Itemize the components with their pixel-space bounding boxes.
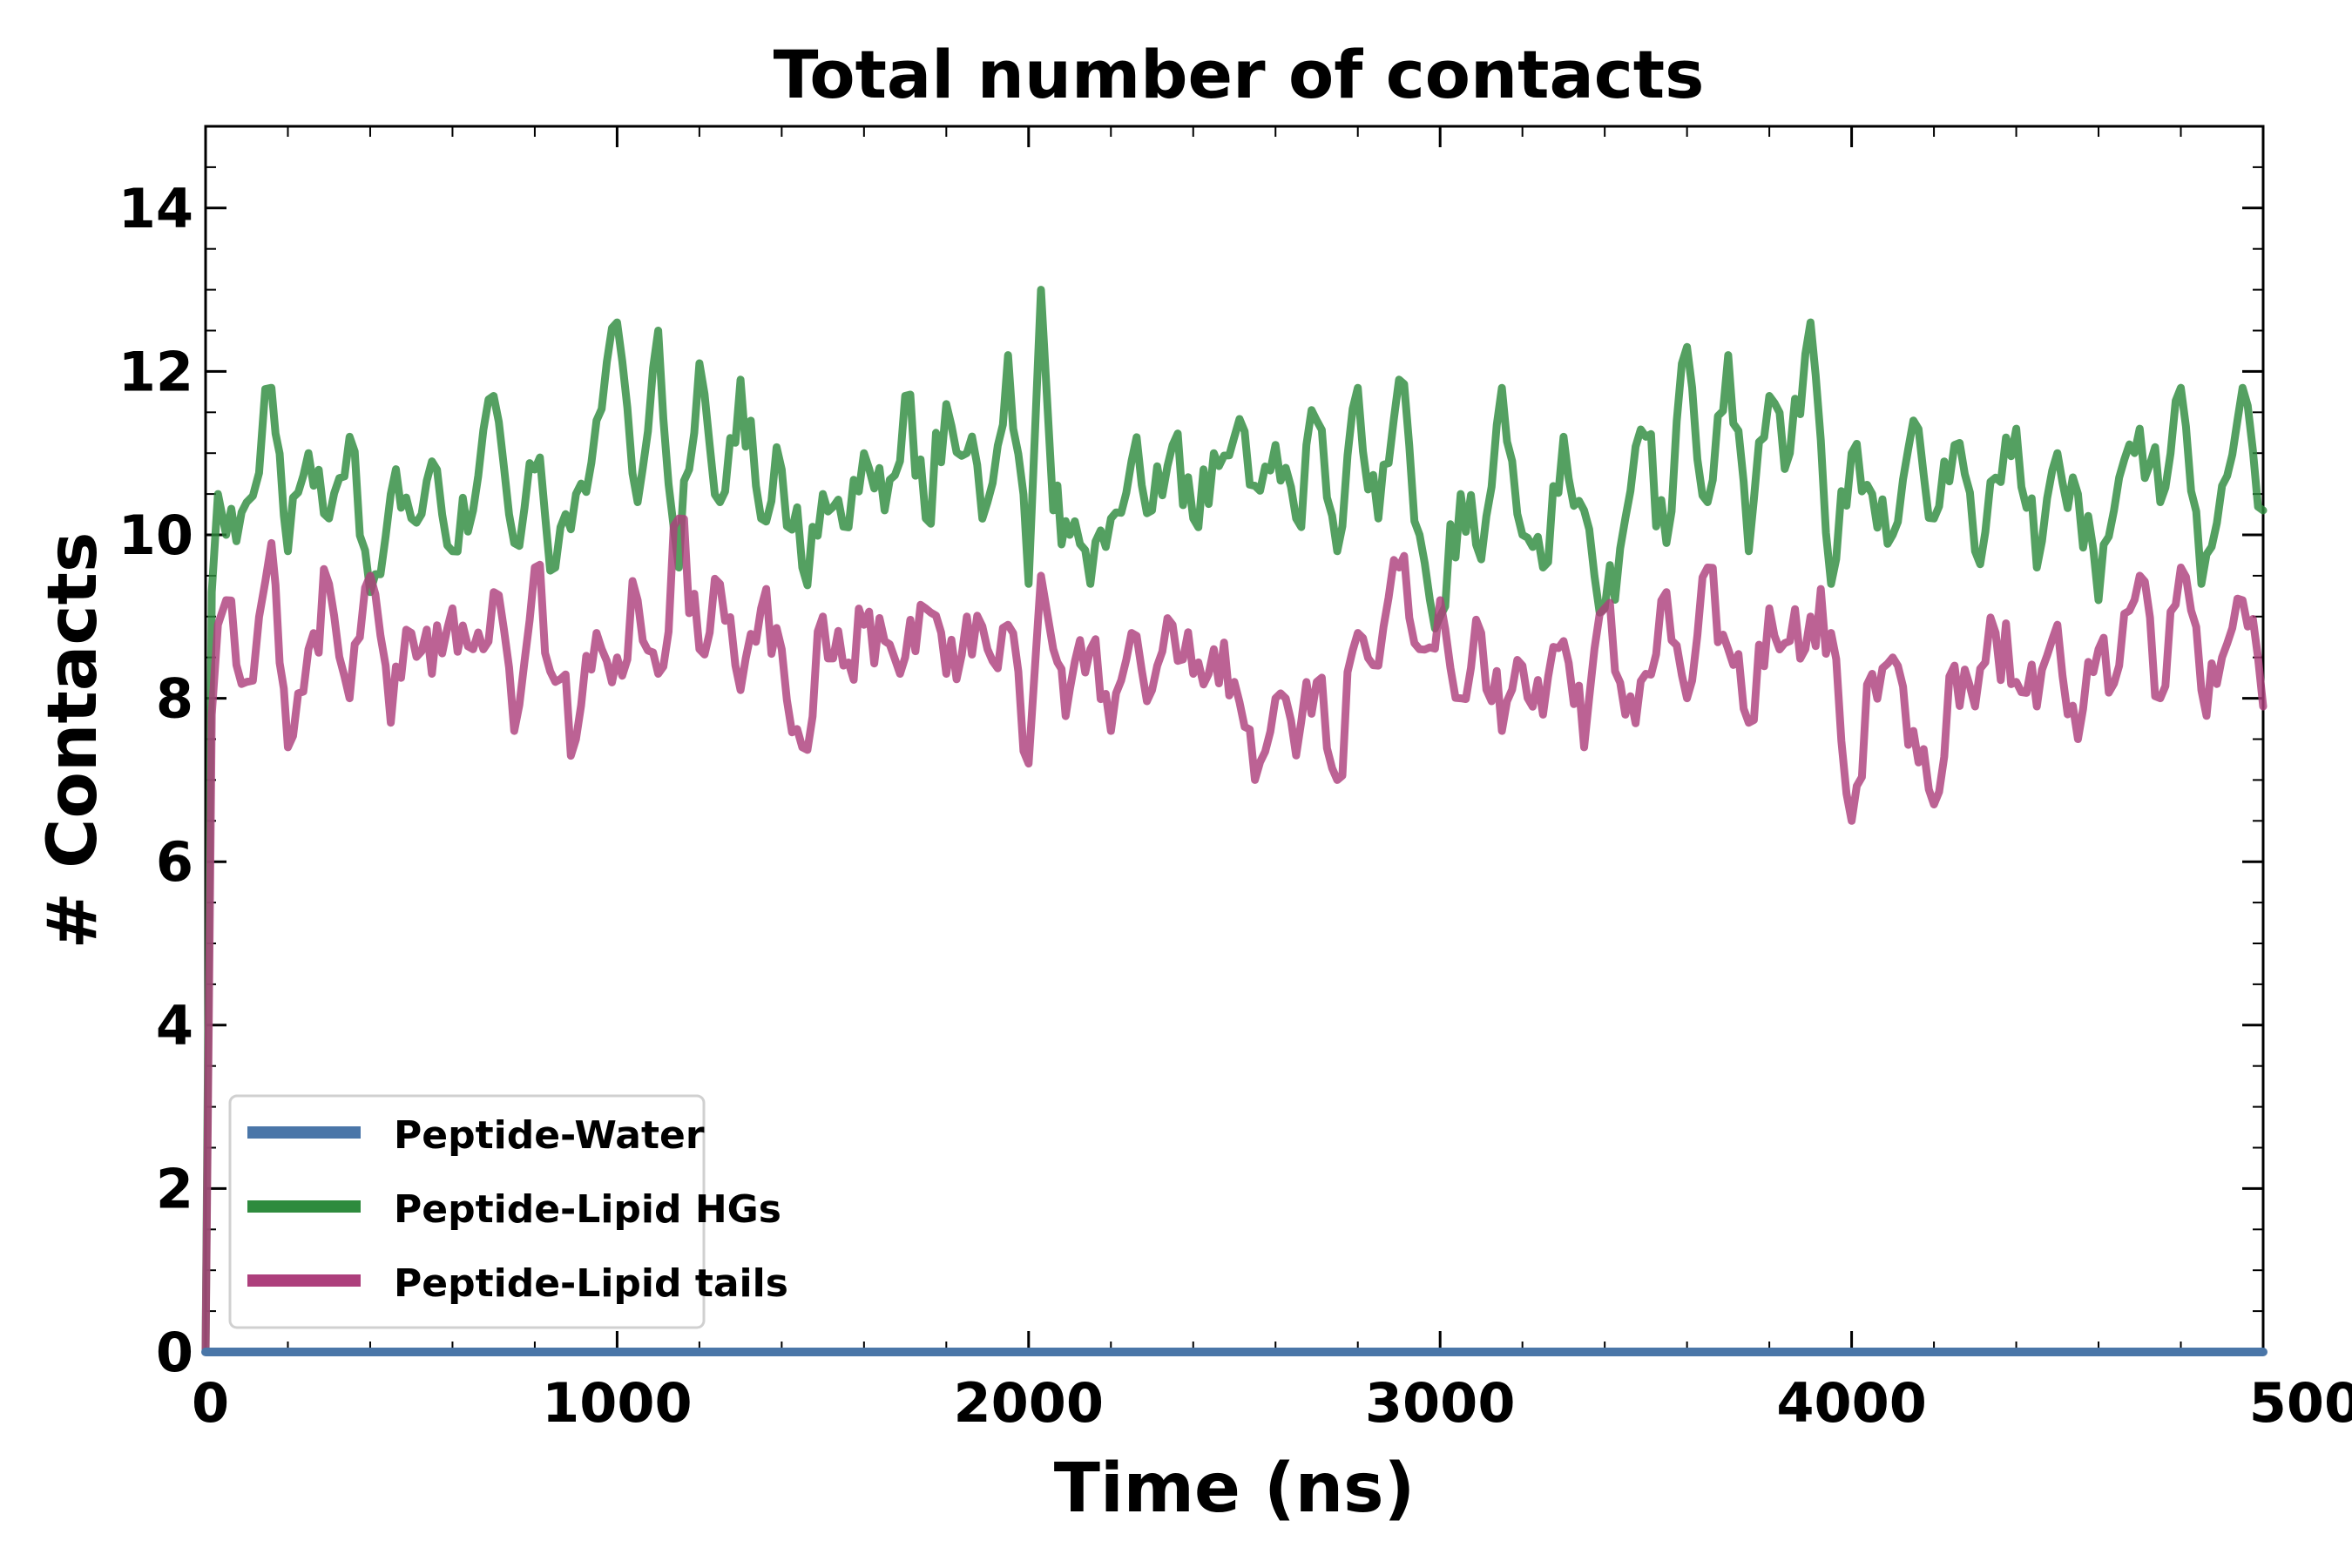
y-tick-label: 4 [156,994,193,1058]
y-tick-label: 10 [118,504,193,567]
legend-box [228,1094,706,1329]
legend-label-peptide-water: Peptide-Water [394,1113,705,1158]
x-tick-label: 4000 [1776,1371,1927,1435]
y-tick-label: 12 [118,340,193,403]
legend-label-peptide-lipid-hgs: Peptide-Lipid HGs [394,1187,781,1232]
x-axis-label: Time (ns) [1054,1450,1416,1528]
x-tick-label: 0 [192,1371,229,1435]
y-tick-label: 14 [118,177,193,240]
x-tick-label: 3000 [1365,1371,1516,1435]
series-line-peptide-lipid-tails [201,514,2268,1356]
x-tick-label: 1000 [542,1371,693,1435]
x-tick-label: 2000 [954,1371,1105,1435]
series-lines [201,286,2268,1356]
legend: Peptide-Water Peptide-Lipid HGs Peptide-… [228,1094,788,1329]
y-axis-label: # Contacts [34,532,112,950]
y-tick-label: 8 [156,667,193,731]
y-tick-labels: 0 2 4 6 8 10 12 14 [118,177,193,1384]
series-line-peptide-lipid-hgs [201,286,2268,1356]
chart-title: Total number of contacts [774,36,1705,113]
y-tick-label: 0 [156,1321,193,1384]
y-tick-label: 6 [156,830,193,894]
y-tick-label: 2 [156,1157,193,1220]
legend-label-peptide-lipid-tails: Peptide-Lipid tails [394,1261,788,1306]
